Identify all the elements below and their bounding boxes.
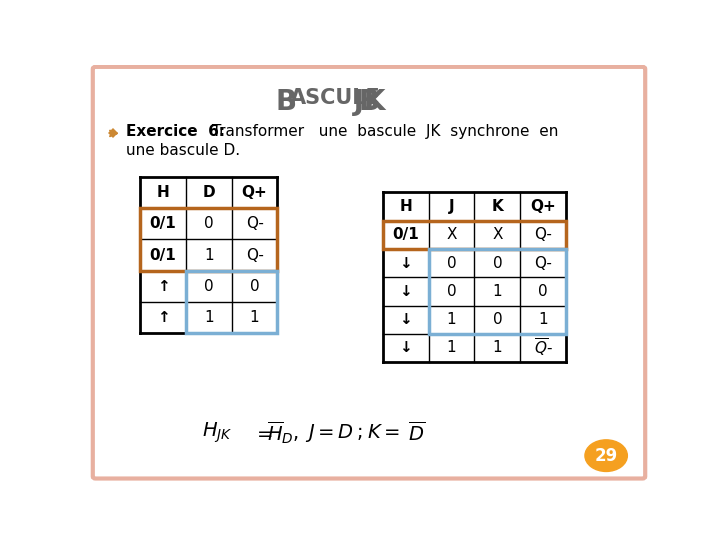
Text: 1: 1: [250, 310, 259, 325]
Text: 1: 1: [204, 310, 214, 325]
Text: 0: 0: [250, 279, 259, 294]
Text: 1: 1: [204, 247, 214, 262]
Text: Transformer   une  bascule  JK  synchrone  en: Transformer une bascule JK synchrone en: [212, 124, 558, 139]
Text: une bascule D.: une bascule D.: [126, 144, 240, 158]
Text: Q+: Q+: [530, 199, 556, 214]
Text: 0: 0: [492, 312, 502, 327]
Text: $\overline{D}$: $\overline{D}$: [408, 421, 425, 444]
Text: $\overline{Q}$-: $\overline{Q}$-: [534, 337, 552, 359]
Text: 1: 1: [492, 284, 502, 299]
Text: 0: 0: [539, 284, 548, 299]
Text: $J = D$: $J = D$: [305, 422, 354, 444]
Text: 1: 1: [447, 340, 456, 355]
Text: 0/1: 0/1: [150, 247, 176, 262]
Text: X: X: [446, 227, 456, 242]
Text: 0: 0: [204, 217, 214, 231]
Text: B: B: [275, 87, 297, 116]
Text: ↓: ↓: [400, 255, 413, 271]
Text: Q+: Q+: [242, 185, 268, 200]
Text: $K =$: $K =$: [366, 423, 400, 442]
Circle shape: [585, 440, 627, 471]
Text: Exercice  6:: Exercice 6:: [126, 124, 225, 139]
Text: ↓: ↓: [400, 284, 413, 299]
Text: H: H: [157, 185, 169, 200]
Bar: [428, 249, 566, 334]
Text: $\overline{H}_{D},$: $\overline{H}_{D},$: [267, 420, 300, 446]
Text: X: X: [492, 227, 503, 242]
Text: Q-: Q-: [534, 255, 552, 271]
Bar: [186, 271, 277, 333]
Text: ↓: ↓: [400, 312, 413, 327]
Text: 0: 0: [204, 279, 214, 294]
Text: B: B: [359, 87, 379, 116]
Text: Q-: Q-: [246, 247, 264, 262]
Text: ↑: ↑: [157, 310, 169, 325]
Text: $=$: $=$: [253, 423, 273, 442]
Bar: [383, 221, 566, 249]
Text: 1: 1: [492, 340, 502, 355]
Text: $;$: $;$: [356, 423, 362, 442]
Text: 0/1: 0/1: [150, 217, 176, 231]
Text: 0: 0: [447, 255, 456, 271]
Text: $H_{JK}$: $H_{JK}$: [202, 421, 232, 445]
Text: ASCULE: ASCULE: [289, 87, 380, 107]
Text: 0/1: 0/1: [392, 227, 419, 242]
Text: 0: 0: [492, 255, 502, 271]
Text: 0: 0: [447, 284, 456, 299]
Text: ↑: ↑: [157, 279, 169, 294]
Text: K: K: [492, 199, 503, 214]
Text: D: D: [202, 185, 215, 200]
Bar: [140, 208, 277, 271]
Text: Q-: Q-: [246, 217, 264, 231]
Text: ↓: ↓: [400, 340, 413, 355]
Text: 1: 1: [539, 312, 548, 327]
Text: 29: 29: [595, 447, 618, 464]
Text: JK: JK: [344, 87, 385, 116]
Text: 1: 1: [447, 312, 456, 327]
FancyBboxPatch shape: [93, 67, 645, 478]
Text: H: H: [400, 199, 413, 214]
Text: Q-: Q-: [534, 227, 552, 242]
Text: J: J: [449, 199, 454, 214]
